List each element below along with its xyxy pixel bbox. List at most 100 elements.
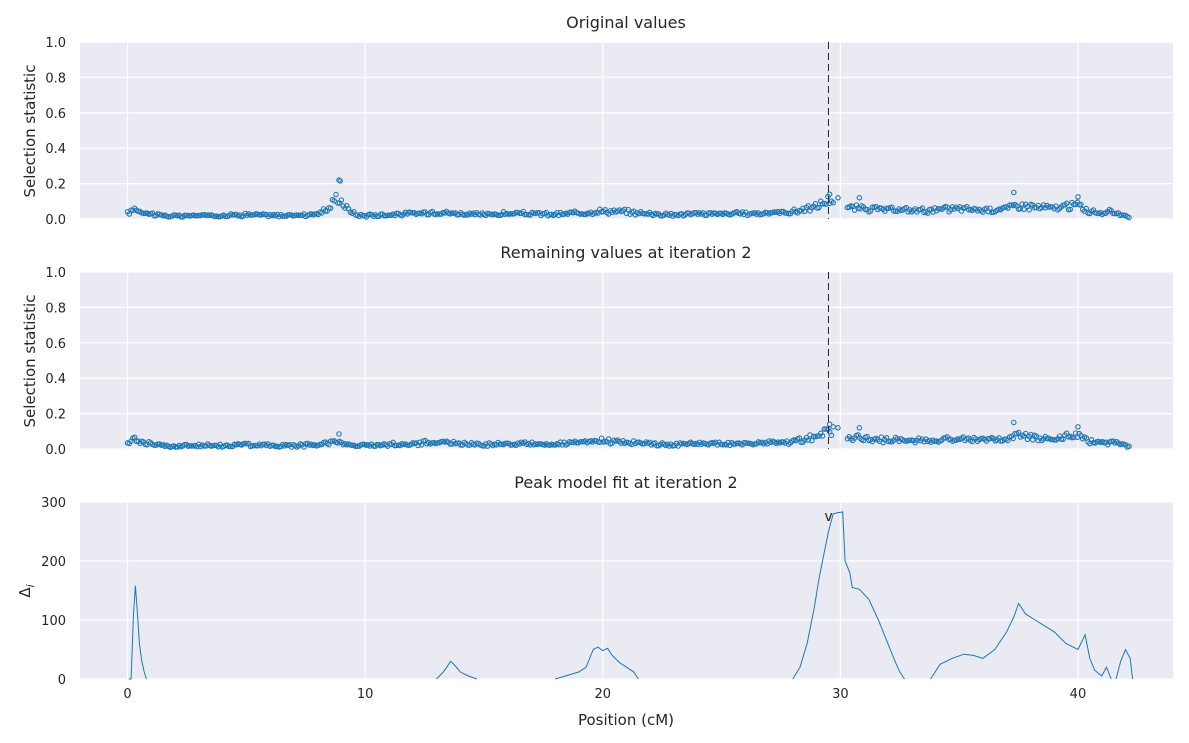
data-point <box>835 425 841 431</box>
data-point <box>192 212 198 219</box>
fit-line-segment <box>792 511 905 680</box>
chart-title: Original values <box>566 13 686 32</box>
panel-original-values: Original values Selection statistic 0.0 0… <box>21 13 1173 228</box>
data-point <box>1028 431 1034 438</box>
data-point <box>1126 214 1132 221</box>
data-point <box>522 211 528 218</box>
data-point <box>944 204 951 210</box>
data-point <box>183 212 190 219</box>
y-tick-labels: 0.0 0.2 0.4 0.6 0.8 1.0 <box>45 36 66 228</box>
data-point <box>244 440 250 447</box>
data-point <box>905 437 911 444</box>
fit-line-segment <box>555 646 639 680</box>
x-gridlines <box>126 272 1079 449</box>
fit-line-segment <box>128 585 147 680</box>
data-point <box>1010 435 1016 442</box>
data-point <box>625 206 632 213</box>
y-tick-label: 0.8 <box>45 301 66 316</box>
x-gridlines <box>126 42 1079 219</box>
data-point <box>816 204 822 211</box>
data-point <box>814 433 820 439</box>
data-point <box>768 209 774 216</box>
data-point <box>573 439 580 446</box>
y-tick-label: 0.4 <box>45 142 66 157</box>
data-point <box>338 197 345 203</box>
data-point <box>1119 441 1125 447</box>
data-point <box>327 205 334 211</box>
data-point <box>605 436 612 442</box>
fit-line-segment <box>1115 648 1134 680</box>
data-point <box>932 438 938 444</box>
data-point <box>151 442 158 448</box>
data-point <box>337 178 343 184</box>
y-tick-label: 1.0 <box>45 266 66 281</box>
x-tick-label: 20 <box>594 687 611 702</box>
data-point <box>828 432 835 439</box>
y-axis-label: Δi <box>16 584 37 597</box>
data-point <box>878 434 885 440</box>
data-point <box>333 191 339 198</box>
data-point <box>1011 419 1017 426</box>
data-point <box>891 208 897 214</box>
y-gridlines <box>80 41 1173 220</box>
data-point <box>823 201 829 207</box>
data-point <box>856 425 863 431</box>
x-tick-labels: 0 10 20 30 40 <box>123 687 1086 702</box>
data-point <box>862 206 869 213</box>
y-tick-label: 100 <box>41 614 66 629</box>
data-point <box>883 205 890 212</box>
data-point <box>1063 200 1070 207</box>
y-tick-label: 0.8 <box>45 71 66 86</box>
x-tick-label: 0 <box>123 687 131 702</box>
data-point <box>495 212 501 219</box>
y-gridlines <box>80 501 1173 680</box>
y-tick-label: 0.6 <box>45 337 66 352</box>
data-point <box>247 212 254 218</box>
data-point <box>805 437 812 443</box>
panel-remaining-values: Remaining values at iteration 2 Selectio… <box>21 243 1173 458</box>
y-tick-label: 0.0 <box>45 443 66 458</box>
x-tick-label: 10 <box>357 687 374 702</box>
data-point <box>1126 443 1132 450</box>
x-tick-label: 30 <box>832 687 849 702</box>
data-point <box>744 440 751 447</box>
data-point <box>812 200 819 207</box>
data-point <box>384 212 391 219</box>
y-tick-label: 0.2 <box>45 178 66 193</box>
data-point <box>502 440 509 447</box>
data-point <box>1011 189 1017 196</box>
plot-area <box>80 502 1173 679</box>
y-tick-label: 0.2 <box>45 408 66 423</box>
data-point <box>279 213 286 219</box>
y-axis-label-subscript: i <box>24 584 37 587</box>
data-point <box>336 431 342 437</box>
y-tick-label: 0 <box>58 673 66 688</box>
data-point <box>1030 437 1036 443</box>
data-point <box>1019 201 1025 207</box>
data-point <box>1017 205 1024 212</box>
y-tick-label: 0.0 <box>45 213 66 228</box>
chart-title: Peak model fit at iteration 2 <box>514 473 737 492</box>
x-axis-label: Position (cM) <box>578 711 674 729</box>
y-axis-label: Selection statistic <box>21 65 39 198</box>
data-point <box>830 199 836 206</box>
chart-title: Remaining values at iteration 2 <box>500 243 751 262</box>
y-tick-labels: 0 100 200 300 <box>41 496 66 688</box>
y-tick-labels: 0.0 0.2 0.4 0.6 0.8 1.0 <box>45 266 66 458</box>
data-point <box>196 212 202 219</box>
data-point <box>1067 206 1073 213</box>
data-point <box>327 438 334 444</box>
y-axis-label-main: Δ <box>16 587 34 598</box>
data-point <box>226 443 232 450</box>
fit-line-segment <box>436 660 477 680</box>
y-axis-label: Selection statistic <box>21 295 39 428</box>
data-point <box>835 195 841 201</box>
y-tick-label: 200 <box>41 555 66 570</box>
fit-line-segment <box>930 602 1112 680</box>
data-point <box>1015 429 1022 436</box>
x-tick-label: 40 <box>1070 687 1087 702</box>
plot-area <box>80 272 1173 449</box>
data-point <box>730 441 737 447</box>
data-point <box>796 435 803 441</box>
